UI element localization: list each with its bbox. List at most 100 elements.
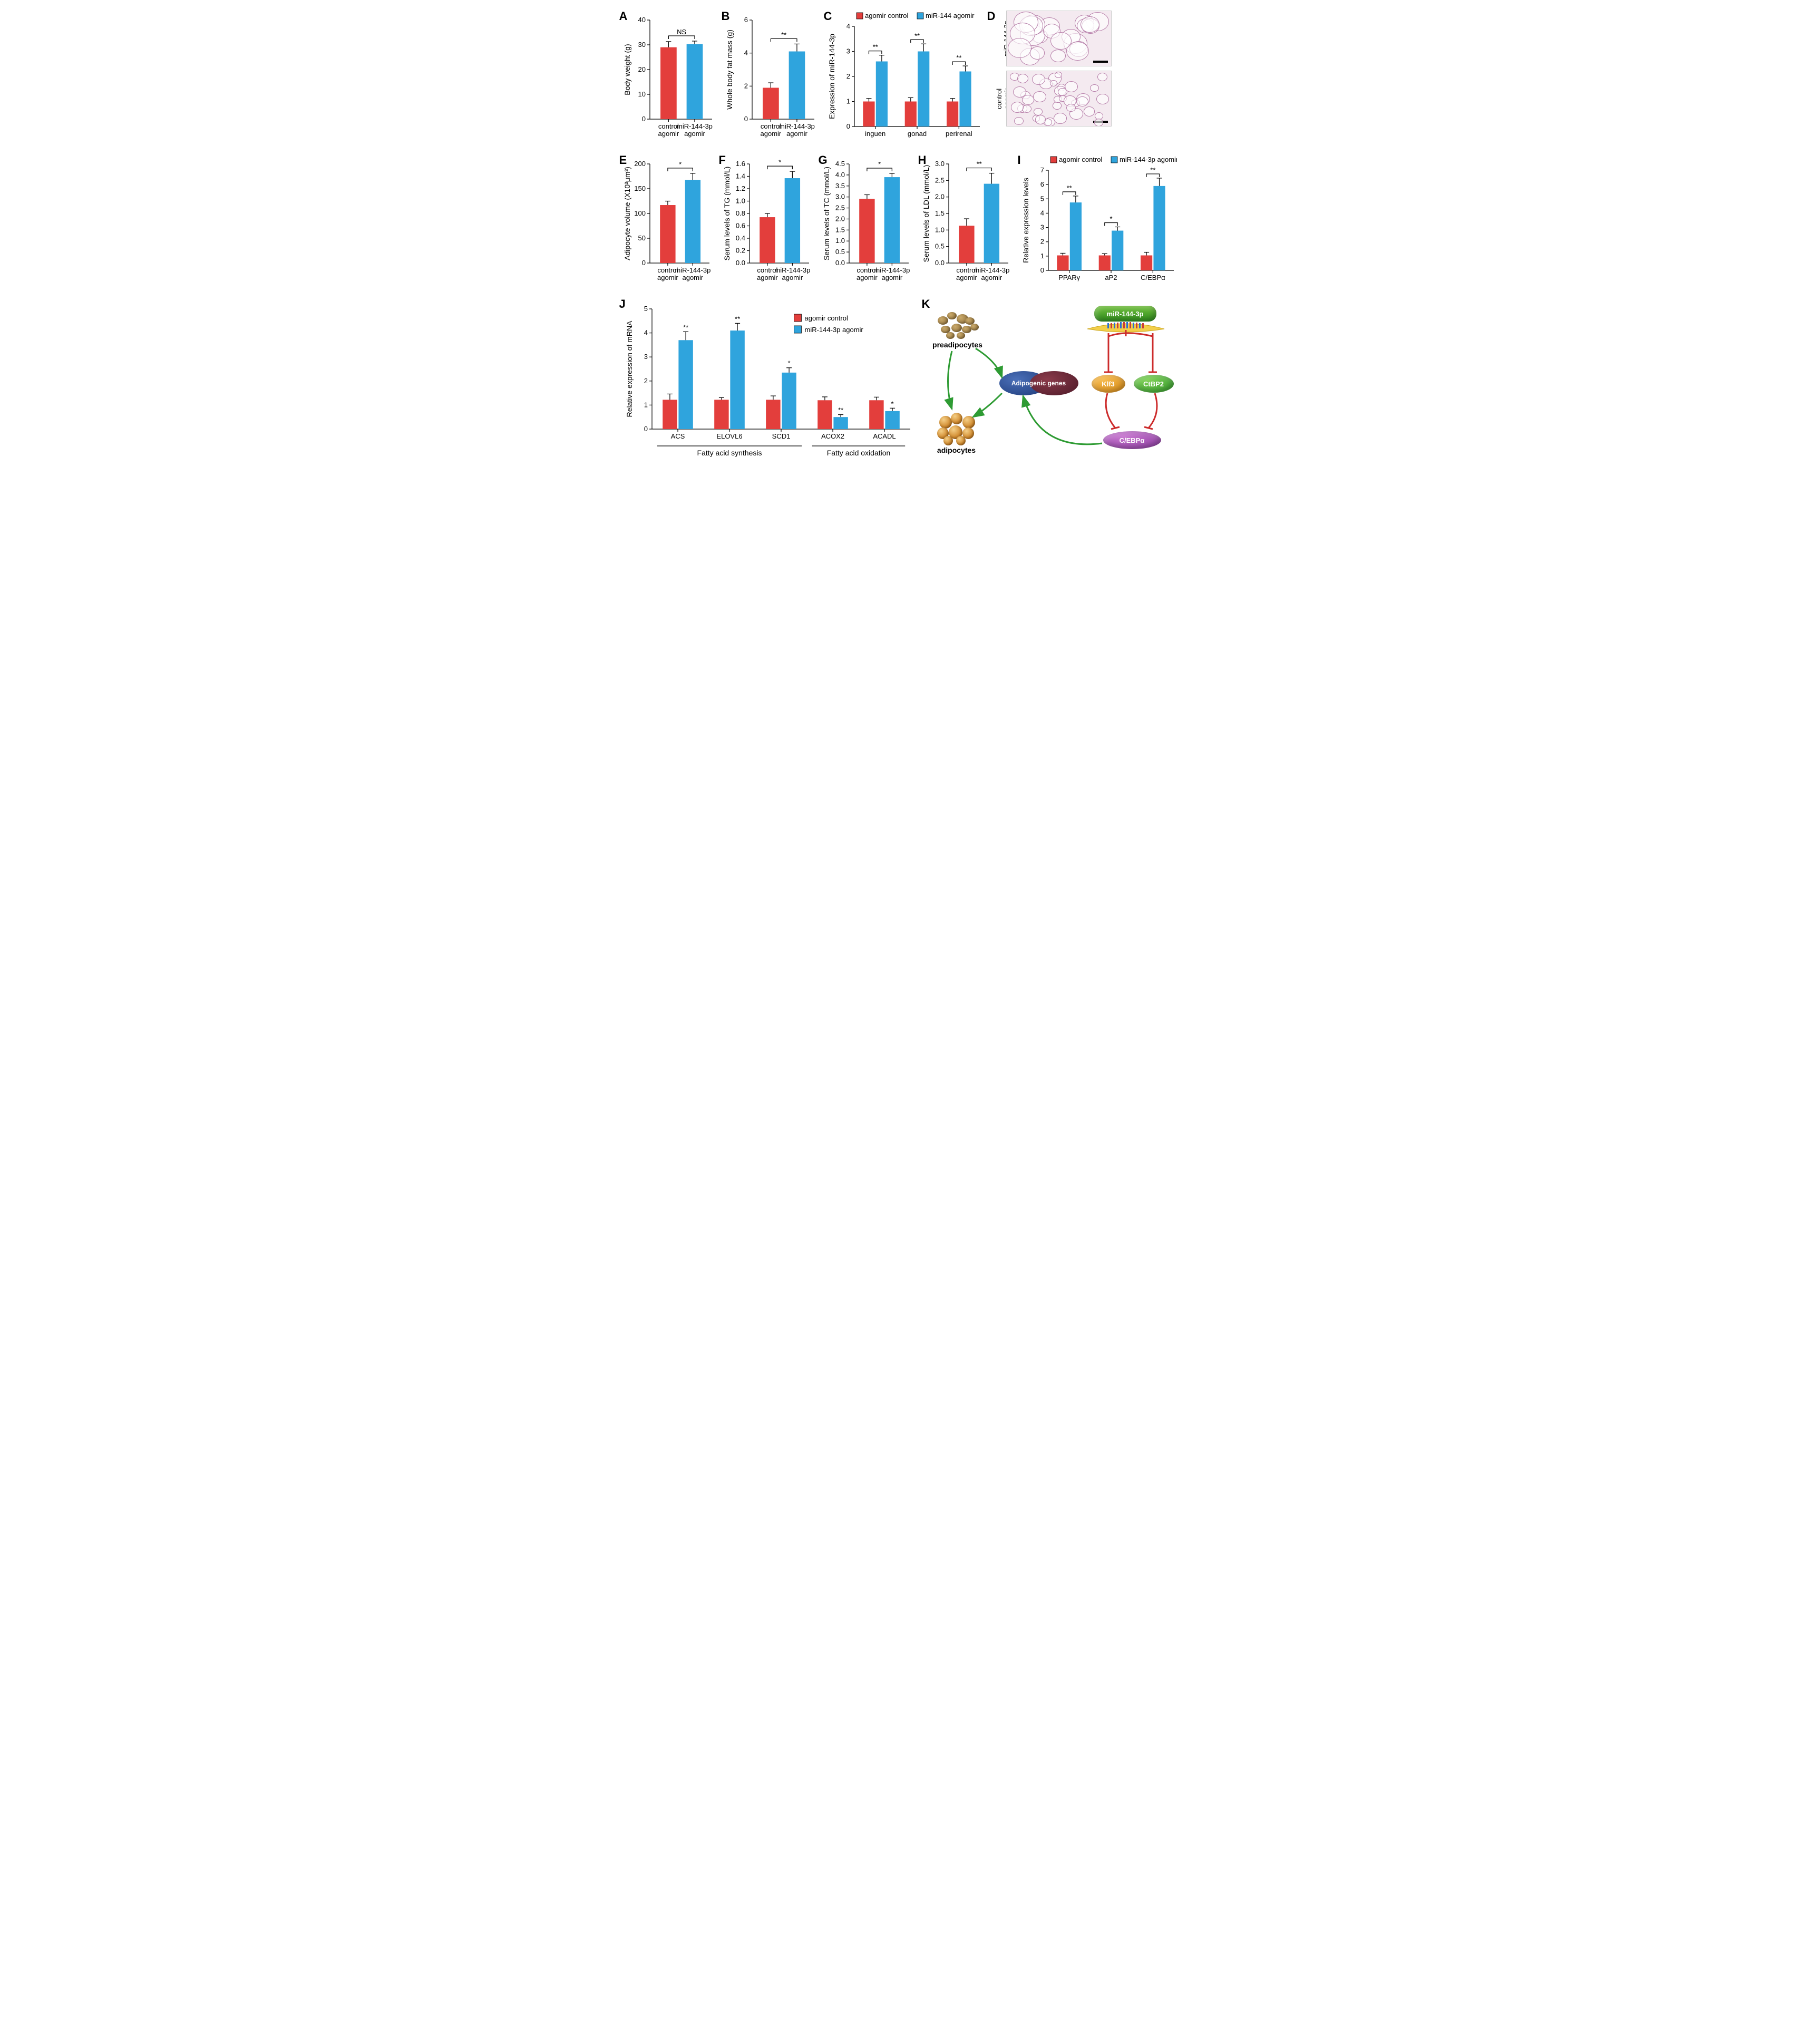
svg-text:0.6: 0.6	[735, 222, 745, 230]
chart-B: 0246Whole body fat mass (g)controlagomir…	[723, 11, 817, 142]
svg-text:0.0: 0.0	[835, 259, 844, 267]
svg-text:miR-144-3p: miR-144-3p	[974, 266, 1009, 274]
svg-text:NS: NS	[677, 28, 686, 36]
svg-text:50: 50	[638, 234, 645, 242]
svg-text:40: 40	[638, 16, 645, 24]
cebpa-node-label: C/EBPα	[1120, 436, 1145, 444]
svg-text:ACADL: ACADL	[873, 432, 896, 440]
svg-text:agomir: agomir	[757, 274, 778, 281]
panel-K-label: K	[922, 297, 930, 311]
row-3: J 012345Relative expression of mRNAagomi…	[620, 298, 1200, 470]
svg-text:agomir control: agomir control	[804, 314, 848, 322]
ctbp2-node-label: CtBP2	[1143, 380, 1164, 388]
svg-text:7: 7	[1040, 166, 1044, 174]
svg-text:0: 0	[641, 259, 645, 267]
svg-text:control: control	[760, 122, 781, 130]
svg-text:agomir: agomir	[760, 130, 781, 138]
svg-text:3: 3	[846, 47, 850, 55]
svg-text:3.0: 3.0	[835, 193, 844, 201]
svg-text:ACS: ACS	[670, 432, 685, 440]
svg-text:0.5: 0.5	[935, 242, 944, 250]
svg-text:6: 6	[744, 16, 747, 24]
svg-text:3: 3	[644, 353, 647, 361]
svg-text:1: 1	[846, 98, 850, 105]
svg-text:4.0: 4.0	[835, 171, 844, 179]
chart-E: 050100150200Adipocyte volume (X10³μm³)co…	[620, 154, 713, 286]
svg-text:2.0: 2.0	[835, 215, 844, 222]
panel-H: H 0.00.51.01.52.02.53.0Serum levels of L…	[919, 154, 1011, 289]
figure-root: A 010203040Body weight (g)controlagomirm…	[620, 11, 1200, 470]
panel-C: C 01234Expression of miR-144-3pagomir co…	[825, 11, 983, 145]
svg-text:1.5: 1.5	[935, 209, 944, 217]
ctbp2-node: CtBP2	[1134, 375, 1174, 393]
svg-text:1.0: 1.0	[935, 226, 944, 234]
svg-text:2.5: 2.5	[835, 204, 844, 212]
svg-text:2: 2	[644, 377, 647, 385]
histology-wrap: miR-144-3p agomir control agomir	[1006, 11, 1120, 127]
svg-text:0.8: 0.8	[735, 209, 745, 217]
svg-text:**: **	[976, 160, 981, 168]
cebpa-node: C/EBPα	[1103, 431, 1161, 449]
svg-text:Expression of miR-144-3p: Expression of miR-144-3p	[828, 34, 836, 119]
svg-text:2.5: 2.5	[935, 176, 944, 184]
svg-text:5: 5	[644, 305, 647, 313]
svg-text:PPARγ: PPARγ	[1058, 274, 1080, 281]
svg-text:4: 4	[846, 22, 850, 30]
chart-G: 0.00.51.01.52.02.53.03.54.04.5Serum leve…	[820, 154, 912, 286]
svg-text:0.0: 0.0	[935, 259, 944, 267]
panel-H-label: H	[918, 153, 927, 167]
svg-text:2: 2	[846, 72, 850, 80]
svg-text:*: *	[778, 158, 781, 166]
svg-text:**: **	[838, 406, 843, 414]
svg-text:**: **	[872, 43, 878, 51]
svg-text:**: **	[735, 315, 740, 323]
svg-text:miR-144-3p: miR-144-3p	[874, 266, 910, 274]
svg-text:**: **	[914, 32, 919, 40]
mir-decoration-icon	[1086, 322, 1165, 333]
svg-text:agomir: agomir	[782, 274, 803, 281]
svg-text:30: 30	[638, 41, 645, 48]
svg-text:150: 150	[634, 184, 646, 192]
svg-text:miR-144-3p: miR-144-3p	[774, 266, 810, 274]
panel-F-label: F	[719, 153, 726, 167]
adipocytes-label: adipocytes	[930, 446, 983, 454]
svg-text:Serum levels of TG (mmol/L): Serum levels of TG (mmol/L)	[723, 167, 731, 261]
svg-text:*: *	[1109, 215, 1112, 222]
svg-text:0: 0	[1040, 266, 1044, 274]
svg-text:agomir: agomir	[981, 274, 1002, 281]
svg-text:agomir: agomir	[658, 130, 679, 138]
panel-D-label: D	[987, 9, 996, 23]
klf3-node-label: Klf3	[1102, 380, 1115, 388]
svg-text:2: 2	[1040, 238, 1044, 246]
svg-text:Whole body fat mass (g): Whole body fat mass (g)	[725, 30, 734, 110]
chart-F: 0.00.20.40.60.81.01.21.41.6Serum levels …	[720, 154, 812, 286]
svg-text:Serum levels of TC (mmol/L): Serum levels of TC (mmol/L)	[822, 167, 831, 260]
svg-text:Adipocyte volume (X10³μm³): Adipocyte volume (X10³μm³)	[623, 167, 631, 260]
svg-text:miR-144-3p: miR-144-3p	[676, 122, 712, 130]
svg-text:1.2: 1.2	[735, 184, 745, 192]
panel-D: D miR-144-3p agomir control agomir	[990, 11, 1120, 127]
svg-text:6: 6	[1040, 180, 1044, 188]
panel-B-label: B	[722, 9, 730, 23]
mir-node-label: miR-144-3p	[1106, 310, 1143, 318]
svg-text:*: *	[891, 400, 893, 407]
panel-G: G 0.00.51.01.52.02.53.03.54.04.5Serum le…	[820, 154, 912, 289]
panel-K: K preadipocytes adipocytes Adipogenic ge…	[923, 298, 1186, 467]
svg-text:Serum levels of LDL (mmol/L): Serum levels of LDL (mmol/L)	[922, 165, 930, 263]
svg-text:aP2: aP2	[1105, 274, 1117, 281]
chart-I: 01234567Relative expression levelsagomir…	[1019, 154, 1177, 286]
svg-text:Fatty acid synthesis: Fatty acid synthesis	[697, 449, 762, 457]
chart-C: 01234Expression of miR-144-3pagomir cont…	[825, 11, 983, 142]
svg-text:gonad: gonad	[907, 130, 926, 138]
row-2: E 050100150200Adipocyte volume (X10³μm³)…	[620, 154, 1200, 289]
svg-text:control: control	[658, 122, 678, 130]
svg-text:4: 4	[744, 49, 747, 57]
svg-text:**: **	[683, 323, 688, 331]
svg-text:agomir: agomir	[682, 274, 703, 281]
svg-text:*: *	[679, 160, 682, 168]
svg-text:agomir: agomir	[857, 274, 878, 281]
svg-text:4.5: 4.5	[835, 160, 844, 168]
svg-text:**: **	[1150, 166, 1155, 174]
svg-text:**: **	[1066, 184, 1072, 192]
svg-text:ACOX2: ACOX2	[821, 432, 844, 440]
